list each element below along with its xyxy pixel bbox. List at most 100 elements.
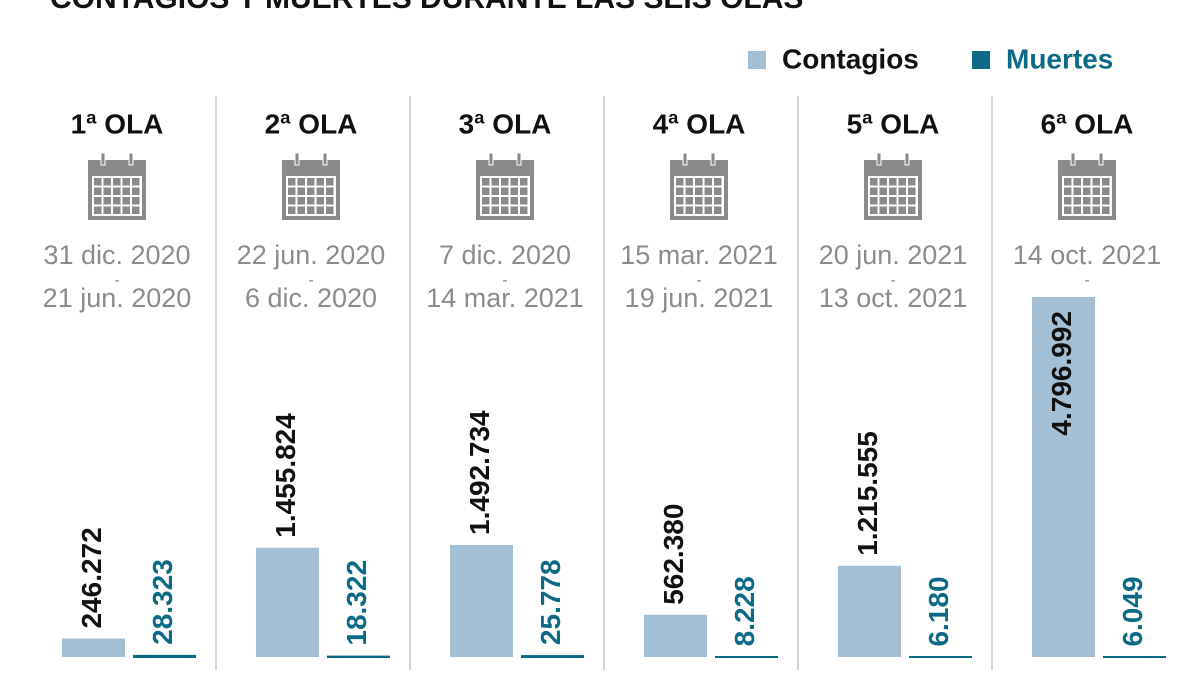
calendar-icon [94, 206, 102, 214]
calendar-icon [685, 206, 693, 214]
value-label: 25.778 [535, 559, 566, 645]
calendar-icon [695, 197, 703, 205]
calendar-icon [695, 178, 703, 186]
date-start: 7 dic. 2020 [439, 240, 571, 270]
calendar-icon [1083, 178, 1091, 186]
calendar-icon [297, 187, 305, 195]
calendar-icon [1073, 206, 1081, 214]
legend-swatch [972, 51, 990, 69]
calendar-icon [1064, 178, 1072, 186]
legend-label: Contagios [782, 43, 919, 74]
calendar-icon [1092, 206, 1100, 214]
calendar-icon [876, 152, 882, 166]
calendar-icon [122, 197, 130, 205]
calendar-icon [94, 187, 102, 195]
calendar-icon [307, 197, 315, 205]
calendar-icon [307, 178, 315, 186]
calendar-icon [1083, 187, 1091, 195]
calendar-icon [132, 197, 140, 205]
calendar-icon [122, 187, 130, 195]
bar [133, 654, 196, 657]
calendar-icon [908, 206, 916, 214]
value-label: 6.049 [1117, 576, 1148, 646]
calendar-icon [520, 206, 528, 214]
calendar-icon [510, 178, 518, 186]
calendar-icon [898, 178, 906, 186]
date-separator: - [308, 272, 313, 289]
value-label: 1.455.824 [270, 413, 301, 538]
calendar-icon [898, 197, 906, 205]
bar [1032, 297, 1095, 657]
calendar-icon [1092, 187, 1100, 195]
calendar-icon [1102, 178, 1110, 186]
calendar-icon [879, 206, 887, 214]
calendar-icon [1073, 197, 1081, 205]
date-start: 22 jun. 2020 [237, 240, 386, 270]
calendar-icon [1083, 197, 1091, 205]
calendar-icon [488, 152, 494, 166]
calendar-icon [1073, 187, 1081, 195]
date-end: 19 jun. 2021 [625, 283, 774, 313]
calendar-icon [94, 197, 102, 205]
calendar-icon [879, 197, 887, 205]
calendar-icon [326, 197, 334, 205]
bar [644, 614, 707, 657]
calendar-icon [122, 178, 130, 186]
calendar-icon [510, 206, 518, 214]
calendar-icon [695, 187, 703, 195]
calendar-icon [908, 197, 916, 205]
calendar-icon [132, 178, 140, 186]
calendar-icon [482, 187, 490, 195]
calendar-icon [898, 187, 906, 195]
calendar-icon [1064, 197, 1072, 205]
panel-title: 5ª OLA [847, 108, 940, 139]
calendar-icon [704, 187, 712, 195]
calendar-icon [501, 178, 509, 186]
calendar-icon [676, 206, 684, 214]
panel-title: 1ª OLA [71, 108, 164, 139]
date-start: 15 mar. 2021 [620, 240, 778, 270]
calendar-icon [307, 206, 315, 214]
calendar-icon [685, 187, 693, 195]
chart-title: CONTAGIOS Y MUERTES DURANTE LAS SEIS OLA… [50, 0, 803, 15]
panel-title: 3ª OLA [459, 108, 552, 139]
bar [450, 544, 513, 657]
calendar-icon [103, 197, 111, 205]
calendar-icon [132, 206, 140, 214]
date-separator: - [890, 272, 895, 289]
calendar-icon [676, 197, 684, 205]
calendar-icon [1083, 206, 1091, 214]
date-separator: - [1084, 272, 1089, 289]
calendar-icon [685, 178, 693, 186]
date-end: 6 dic. 2020 [245, 283, 377, 313]
calendar-icon [1102, 206, 1110, 214]
bar [256, 547, 319, 657]
calendar-icon [889, 187, 897, 195]
calendar-icon [695, 206, 703, 214]
calendar-icon [501, 197, 509, 205]
value-label: 1.492.734 [464, 410, 495, 535]
date-end: 14 mar. 2021 [426, 283, 584, 313]
value-label: 6.180 [923, 576, 954, 646]
calendar-icon [326, 187, 334, 195]
calendar-icon [704, 206, 712, 214]
calendar-icon [491, 197, 499, 205]
calendar-icon [103, 178, 111, 186]
calendar-icon [491, 187, 499, 195]
calendar-icon [100, 152, 106, 166]
calendar-icon [94, 178, 102, 186]
calendar-icon [870, 187, 878, 195]
value-label: 562.380 [658, 504, 689, 605]
calendar-icon [704, 197, 712, 205]
value-label: 28.323 [147, 559, 178, 645]
calendar-icon [297, 178, 305, 186]
calendar-icon [714, 197, 722, 205]
calendar-icon [889, 197, 897, 205]
calendar-icon [1064, 206, 1072, 214]
calendar-icon [316, 197, 324, 205]
calendar-icon [501, 187, 509, 195]
bar [62, 638, 125, 657]
calendar-icon [297, 197, 305, 205]
value-label: 1.215.555 [852, 431, 883, 556]
